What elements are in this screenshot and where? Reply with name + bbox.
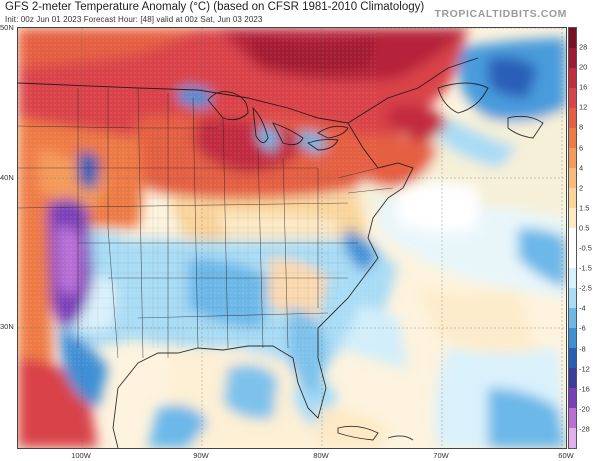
colorbar	[568, 27, 577, 449]
colorbar-segment	[569, 368, 576, 388]
colorbar-segment	[569, 388, 576, 408]
colorbar-segment	[569, 88, 576, 108]
colorbar-segment	[569, 28, 576, 48]
brand-watermark: TROPICALTIDBITS.COM	[434, 8, 567, 20]
lat-label-50n: 50N	[0, 23, 14, 32]
colorbar-tick-label: -0.5	[579, 243, 592, 253]
map-title: GFS 2-meter Temperature Anomaly (°C) (ba…	[5, 1, 425, 13]
colorbar-tick-label: 2	[579, 183, 584, 193]
colorbar-segment	[569, 228, 576, 248]
header: GFS 2-meter Temperature Anomaly (°C) (ba…	[0, 0, 600, 27]
colorbar-segment	[569, 408, 576, 428]
colorbar-tick-label: 8	[579, 122, 584, 132]
colorbar-segment	[569, 168, 576, 188]
colorbar-segment	[569, 248, 576, 268]
colorbar-segment	[569, 328, 576, 348]
lon-label-80w: 80W	[313, 451, 329, 460]
county-grid	[78, 128, 358, 348]
anomaly-map	[17, 27, 567, 449]
lat-label-30n: 30N	[0, 322, 14, 331]
colorbar-tick-label: 28	[579, 42, 588, 52]
colorbar-segment	[569, 148, 576, 168]
colorbar-tick-label: 20	[579, 62, 588, 72]
colorbar-segment	[569, 68, 576, 88]
graticule	[18, 28, 566, 448]
lat-label-40n: 40N	[0, 173, 14, 182]
colorbar-tick-label: -6	[579, 323, 586, 333]
state-borders	[18, 87, 394, 359]
lon-label-60w: 60W	[558, 451, 574, 460]
map-subtitle: Init: 00z Jun 01 2023 Forecast Hour: [48…	[5, 15, 263, 24]
colorbar-tick-label: -20	[579, 404, 590, 414]
colorbar-segment	[569, 428, 576, 448]
colorbar-tick-label: -8	[579, 344, 586, 354]
colorbar-tick-label: -12	[579, 364, 590, 374]
colorbar-tick-label: 0.5	[579, 223, 590, 233]
colorbar-tick-label: -1.5	[579, 263, 592, 273]
colorbar-segment	[569, 188, 576, 208]
colorbar-labels: 28 20 16 12 8 6 4 2 1.5 0.5 -0.5 -1.5 -2.5 -4 -6 -8 -12 -…	[579, 27, 600, 449]
colorbar-segment	[569, 308, 576, 328]
colorbar-tick-label: 6	[579, 143, 584, 153]
colorbar-tick-label: -2.5	[579, 283, 592, 293]
colorbar-tick-label: -4	[579, 303, 586, 313]
lon-label-90w: 90W	[193, 451, 209, 460]
colorbar-segment	[569, 108, 576, 128]
colorbar-segment	[569, 48, 576, 68]
colorbar-tick-label: 16	[579, 82, 588, 92]
colorbar-tick-label: -16	[579, 384, 590, 394]
colorbar-tick-label: -28	[579, 424, 590, 434]
colorbar-segment	[569, 348, 576, 368]
colorbar-segment	[569, 268, 576, 288]
colorbar-tick-label: 12	[579, 102, 588, 112]
colorbar-tick-label: 1.5	[579, 203, 590, 213]
colorbar-tick-label: 4	[579, 163, 584, 173]
anomaly-map-canvas	[18, 28, 566, 448]
colorbar-segment	[569, 128, 576, 148]
colorbar-segment	[569, 208, 576, 228]
lon-label-100w: 100W	[71, 451, 91, 460]
colorbar-segment	[569, 288, 576, 308]
lon-label-70w: 70W	[433, 451, 449, 460]
